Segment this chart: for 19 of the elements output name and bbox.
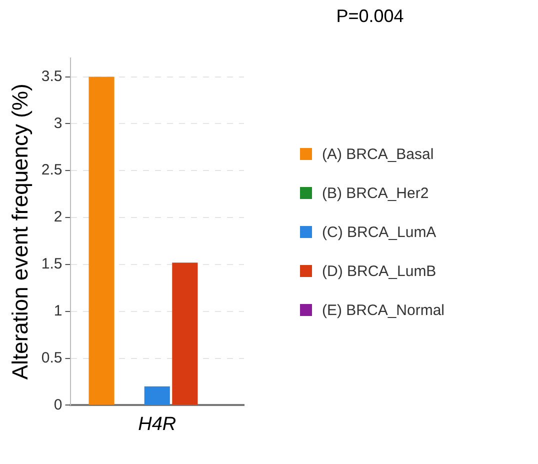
y-tick-label: 3 (54, 114, 62, 132)
y-tick-label: 1 (54, 302, 62, 320)
legend-label: (D) BRCA_LumB (322, 262, 436, 280)
y-tick-label: 0.5 (41, 349, 62, 366)
y-tick-label: 2.5 (41, 162, 62, 179)
bar (88, 76, 114, 405)
x-tick-label: H4R (138, 414, 176, 435)
text: P=0.004 (335, 6, 405, 27)
y-tick-label: 1.5 (41, 256, 62, 273)
y-tick-label: 2 (54, 208, 62, 226)
legend-label: (B) BRCA_Her2 (322, 184, 429, 202)
y-tick-label: 0 (54, 396, 62, 414)
y-tick-label: 3.5 (41, 68, 62, 85)
bar (144, 386, 170, 405)
bar (172, 262, 198, 405)
legend-label: (C) BRCA_LumA (322, 224, 436, 240)
legend-label: (A) BRCA_Basal (322, 146, 434, 162)
legend-label: (E) BRCA_Normal (322, 302, 445, 318)
y-axis-title: Alteration event frequency (%) (7, 84, 32, 380)
